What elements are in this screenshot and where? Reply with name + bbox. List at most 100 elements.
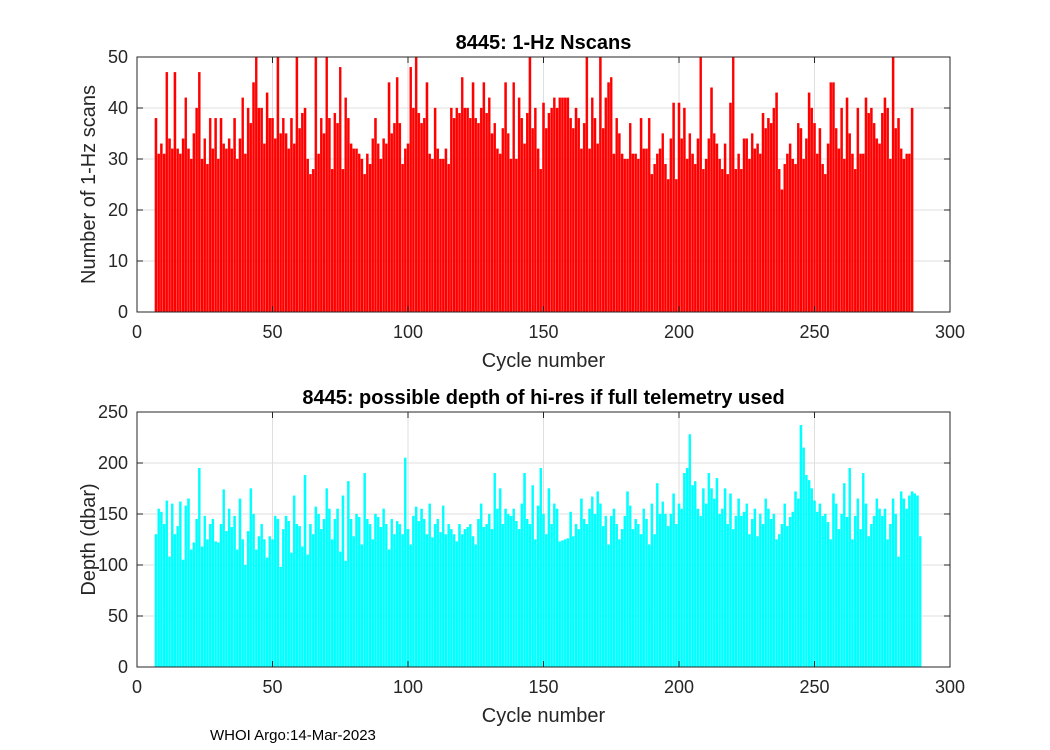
bar xyxy=(826,143,830,313)
bar xyxy=(179,501,182,668)
bar xyxy=(748,534,751,668)
bar xyxy=(474,544,477,668)
bar xyxy=(409,67,412,313)
bar xyxy=(894,128,898,313)
bar xyxy=(859,529,862,668)
bar xyxy=(301,546,304,668)
bar xyxy=(162,153,166,313)
bar xyxy=(618,133,621,313)
bar xyxy=(742,511,746,668)
y-tick-label: 20 xyxy=(108,200,128,220)
y-tick-label: 40 xyxy=(108,98,128,118)
bar xyxy=(360,158,364,313)
bar xyxy=(160,143,163,313)
bar xyxy=(208,118,212,313)
bar xyxy=(805,138,808,313)
bar xyxy=(385,524,388,668)
bar xyxy=(246,531,250,668)
bar xyxy=(436,148,440,313)
bar xyxy=(320,118,323,313)
bar xyxy=(284,133,288,313)
bar xyxy=(357,153,361,313)
bar xyxy=(230,148,234,313)
bar xyxy=(458,524,461,668)
bar xyxy=(677,503,681,668)
bar xyxy=(409,544,412,668)
bar xyxy=(786,153,789,313)
bar xyxy=(555,508,559,668)
bar xyxy=(233,515,236,668)
bar xyxy=(463,529,467,668)
bar xyxy=(469,118,472,313)
bar xyxy=(620,529,624,668)
bar xyxy=(195,107,198,313)
bar xyxy=(374,513,377,668)
bar xyxy=(509,158,513,313)
bar xyxy=(349,518,353,668)
bar xyxy=(517,529,521,668)
bar xyxy=(737,153,740,313)
bar xyxy=(780,524,784,668)
bar xyxy=(572,128,575,313)
bar xyxy=(563,539,567,668)
bar xyxy=(889,524,892,668)
bar xyxy=(450,107,453,313)
bar xyxy=(463,107,467,313)
bar xyxy=(710,87,713,313)
bar xyxy=(601,128,605,313)
bar xyxy=(303,107,307,313)
chart-nscans: 0 50 100 150 200 250 300 0 10 20 30 40 50 8445: 1-Hz … xyxy=(78,32,965,372)
bar xyxy=(279,566,282,668)
bar xyxy=(406,529,410,668)
bar xyxy=(864,503,868,668)
bar xyxy=(184,97,188,313)
bar xyxy=(441,158,445,313)
bar xyxy=(450,529,453,668)
bar xyxy=(818,503,822,668)
bar xyxy=(314,506,318,668)
bar xyxy=(731,529,735,668)
bar xyxy=(723,143,727,313)
bar xyxy=(225,148,228,313)
x-tick-label: 0 xyxy=(132,677,142,697)
bar xyxy=(485,112,488,313)
bar xyxy=(767,508,770,668)
bar xyxy=(623,158,627,313)
bar xyxy=(176,148,179,313)
bar xyxy=(531,128,534,313)
bar xyxy=(783,163,786,313)
bar xyxy=(769,518,773,668)
bar xyxy=(702,169,705,313)
bar xyxy=(217,542,220,668)
bar xyxy=(322,518,326,668)
bar xyxy=(677,102,681,313)
bar xyxy=(685,158,689,313)
bar xyxy=(265,557,269,668)
bar xyxy=(252,82,255,313)
bar-series-depth xyxy=(154,425,922,668)
x-axis-label: Cycle number xyxy=(482,350,606,372)
bar xyxy=(612,153,616,313)
bar xyxy=(211,148,215,313)
bar xyxy=(601,526,605,668)
bar xyxy=(805,475,808,668)
bar xyxy=(666,179,670,313)
bar xyxy=(385,143,388,313)
bar xyxy=(591,97,594,313)
bar xyxy=(872,515,876,668)
bar xyxy=(363,174,366,313)
bar xyxy=(523,473,526,668)
x-tick-label: 250 xyxy=(799,322,829,342)
bar xyxy=(721,508,724,668)
bar xyxy=(339,551,342,668)
bar xyxy=(488,513,491,668)
bar xyxy=(227,138,231,313)
bar xyxy=(634,153,637,313)
bar xyxy=(414,56,418,313)
bar xyxy=(574,524,578,668)
bar xyxy=(599,503,602,668)
bar xyxy=(238,138,242,313)
bar xyxy=(756,143,759,313)
bar xyxy=(390,133,393,313)
bar xyxy=(498,153,502,313)
